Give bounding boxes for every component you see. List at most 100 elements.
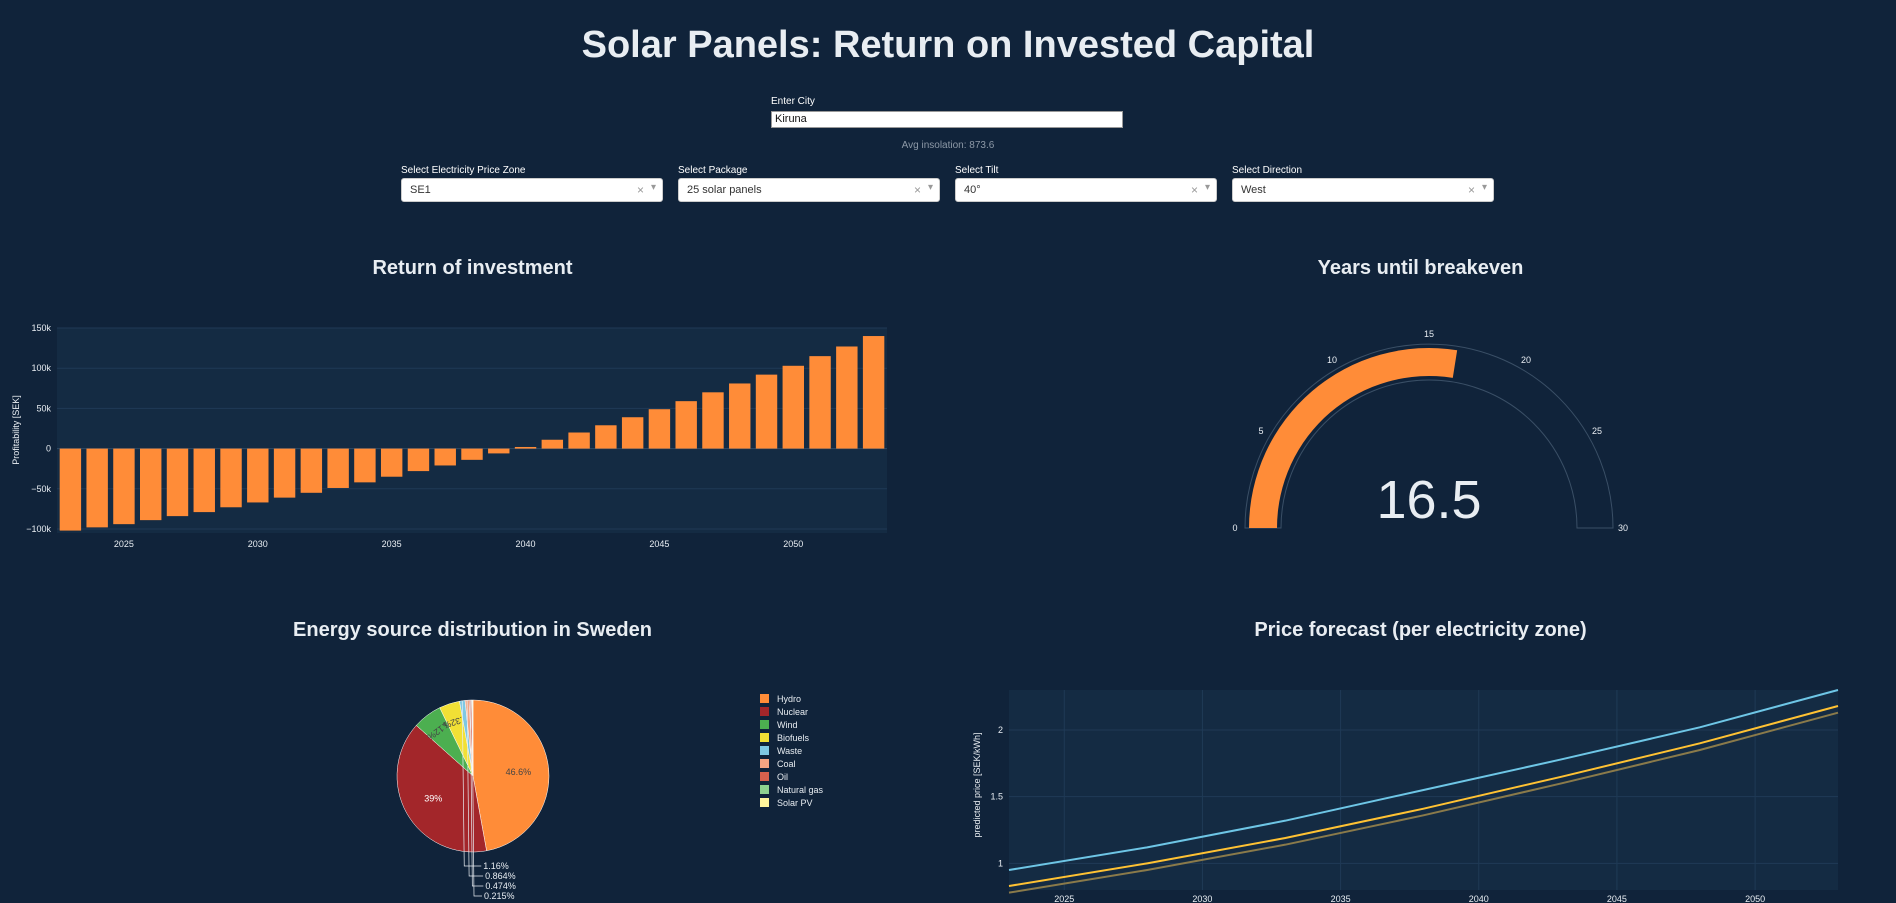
price-series-line[interactable] [1008,705,1839,887]
roi-bar[interactable] [59,448,82,531]
roi-bar[interactable] [755,374,778,449]
roi-bar[interactable] [407,448,430,472]
energy-pie-chart[interactable]: 46.6%39%6.12%4.32%1.16%0.864%0.474%0.215… [0,673,945,903]
roi-bar[interactable] [247,448,269,503]
price-chart-title: Price forecast (per electricity zone) [1254,619,1587,641]
pie-slice[interactable] [396,725,487,853]
legend-label: Biofuels [777,732,810,743]
roi-bar[interactable] [434,448,456,466]
tilt-dropdown[interactable]: 40° × ▾ [955,178,1217,202]
pie-slice-label: 39% [424,793,442,803]
energy-legend: Hydro Nuclear Wind Biofuels Waste Coal Oil Natu… [760,692,823,809]
roi-bar[interactable] [461,448,483,460]
package-label: Select Package [678,165,748,176]
pie-slice-label: 0.474% [485,881,516,891]
chevron-down-icon[interactable]: ▾ [927,182,933,193]
breakeven-gauge[interactable]: 0 5 10 15 20 25 30 16.5 [945,300,1896,550]
roi-bar[interactable] [568,432,590,449]
roi-bar[interactable] [86,448,108,528]
legend-swatch [760,720,769,729]
x-tick-label: 2035 [1331,894,1351,903]
roi-bar[interactable] [140,448,162,521]
legend-swatch [760,772,769,781]
roi-bar[interactable] [273,448,296,498]
breakeven-chart-title: Years until breakeven [1317,257,1524,279]
legend-label: Wind [777,719,798,730]
roi-bar[interactable] [354,448,376,483]
roi-bar[interactable] [729,383,751,449]
legend-label: Waste [777,745,803,756]
roi-bar-chart[interactable]: 150k 100k 50k 0 −50k −100k 2025 2030 2035 2040 20… [0,310,945,570]
x-tick-label: 2030 [1192,894,1212,903]
package-dropdown[interactable]: 25 solar panels × ▾ [678,178,940,202]
roi-bar[interactable] [220,448,242,508]
roi-bar[interactable] [193,448,215,513]
roi-bar[interactable] [836,346,858,449]
chevron-down-icon[interactable]: ▾ [1204,182,1210,193]
legend-item[interactable]: Coal [760,757,823,770]
y-tick-label: −100k [26,524,51,534]
chevron-down-icon[interactable]: ▾ [650,182,656,193]
roi-bar[interactable] [380,448,403,477]
x-tick-label: 2040 [1469,894,1489,903]
legend-label: Nuclear [777,706,809,717]
city-input[interactable] [771,110,1123,128]
legend-swatch [760,694,769,703]
roi-bar[interactable] [514,446,537,449]
y-tick-label: 100k [31,363,51,373]
legend-item[interactable]: Wind [760,718,823,731]
legend-label: Solar PV [777,797,813,808]
gauge-value: 16.5 [1376,470,1481,530]
roi-bar[interactable] [541,439,564,449]
legend-item[interactable]: Solar PV [760,796,823,809]
roi-bar[interactable] [300,448,323,493]
roi-bar[interactable] [648,409,671,449]
roi-bar[interactable] [327,448,349,488]
x-tick-label: 2050 [783,539,803,549]
price-line-chart[interactable]: 2025 2030 2035 2040 2045 2050 2 1.5 1 predicted … [945,673,1896,903]
roi-bar[interactable] [166,448,189,517]
roi-bar[interactable] [621,417,644,449]
price-series-line[interactable] [1008,689,1839,871]
roi-bar[interactable] [862,336,885,449]
legend-item[interactable]: Hydro [760,692,823,705]
x-tick-label: 2040 [516,539,536,549]
clear-icon[interactable]: × [913,183,921,197]
chevron-down-icon[interactable]: ▾ [1481,182,1487,193]
legend-item[interactable]: Oil [760,770,823,783]
legend-swatch [760,759,769,768]
roi-bar[interactable] [675,401,697,449]
legend-item[interactable]: Nuclear [760,705,823,718]
pie-leader-line [471,700,482,897]
roi-bar[interactable] [702,392,724,449]
gauge-tick-label: 25 [1592,426,1602,436]
direction-dropdown[interactable]: West × ▾ [1232,178,1494,202]
x-tick-label: 2050 [1745,894,1765,903]
clear-icon[interactable]: × [1467,183,1475,197]
price-y-axis-label: predicted price [SEK/kWh] [972,732,982,837]
roi-chart-title: Return of investment [372,257,573,279]
roi-bar[interactable] [595,425,617,449]
legend-item[interactable]: Biofuels [760,731,823,744]
tilt-label: Select Tilt [955,165,999,176]
clear-icon[interactable]: × [1190,183,1198,197]
roi-bar[interactable] [782,365,804,449]
price-zone-label: Select Electricity Price Zone [401,165,526,176]
roi-bar[interactable] [488,448,510,454]
legend-item[interactable]: Natural gas [760,783,823,796]
y-tick-label: 0 [46,444,51,454]
roi-bar[interactable] [113,448,135,525]
price-series-line[interactable] [1008,711,1839,894]
gauge-tick-label: 5 [1258,426,1263,436]
pie-slice-label: 0.864% [485,871,516,881]
package-group: Select Package 25 solar panels × ▾ [678,165,940,202]
price-zone-dropdown[interactable]: SE1 × ▾ [401,178,663,202]
pie-slice[interactable] [472,699,550,852]
roi-bar[interactable] [809,356,831,449]
y-tick-label: 50k [36,403,51,413]
city-field-group: Enter City [771,96,1127,128]
clear-icon[interactable]: × [636,183,644,197]
legend-item[interactable]: Waste [760,744,823,757]
gauge-tick-label: 15 [1424,329,1434,339]
gauge-tick-label: 10 [1327,355,1337,365]
